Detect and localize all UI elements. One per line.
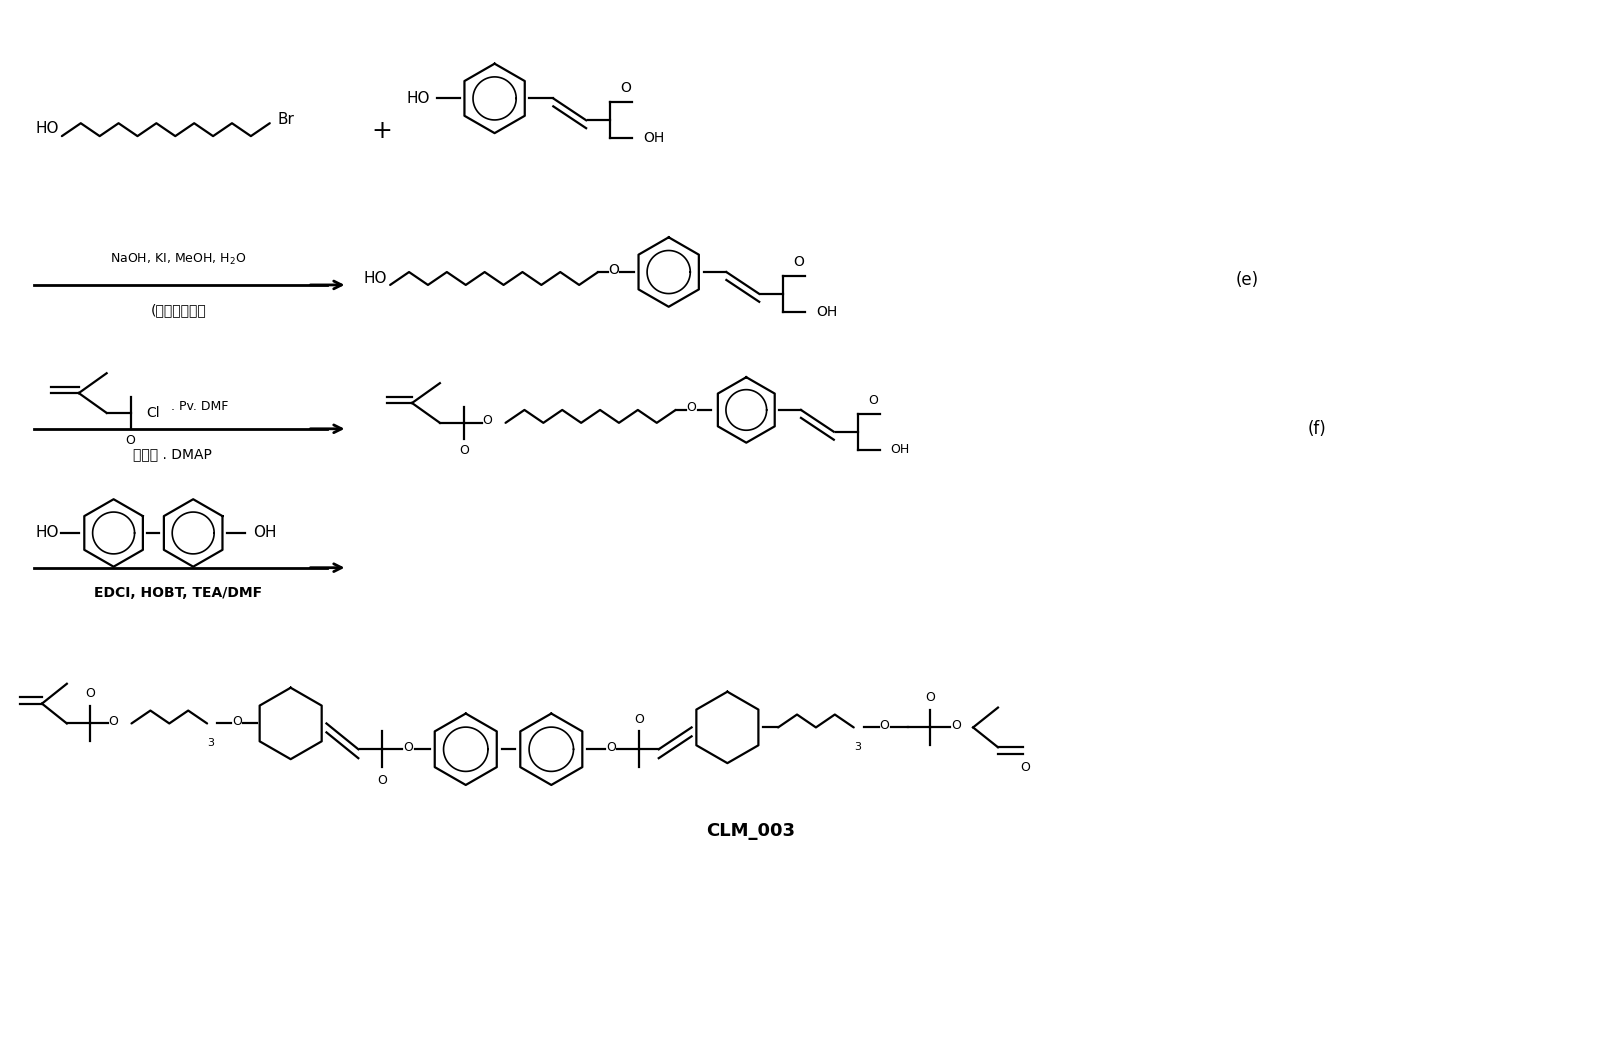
Text: O: O bbox=[686, 401, 696, 415]
Text: O: O bbox=[483, 415, 493, 427]
Text: +: + bbox=[371, 120, 392, 143]
Text: NaOH, KI, MeOH, H$_2$O: NaOH, KI, MeOH, H$_2$O bbox=[110, 252, 246, 267]
Text: O: O bbox=[403, 741, 413, 753]
Text: O: O bbox=[232, 715, 242, 728]
Text: O: O bbox=[459, 444, 469, 457]
Text: O: O bbox=[85, 688, 94, 700]
Text: O: O bbox=[880, 719, 890, 732]
Text: OH: OH bbox=[253, 526, 277, 541]
Text: O: O bbox=[634, 713, 643, 726]
Text: OH: OH bbox=[643, 131, 664, 145]
Text: HO: HO bbox=[35, 526, 59, 541]
Text: O: O bbox=[606, 741, 616, 753]
Text: (f): (f) bbox=[1307, 420, 1326, 438]
Text: O: O bbox=[621, 81, 632, 95]
Text: O: O bbox=[794, 255, 805, 269]
Text: O: O bbox=[378, 774, 387, 787]
Text: CLM_003: CLM_003 bbox=[706, 822, 795, 840]
Text: Cl: Cl bbox=[147, 406, 160, 420]
Text: O: O bbox=[109, 715, 118, 728]
Text: HO: HO bbox=[363, 272, 387, 287]
Text: HO: HO bbox=[35, 121, 59, 135]
Text: O: O bbox=[925, 691, 936, 705]
Text: 冂化剂 . DMAP: 冂化剂 . DMAP bbox=[133, 448, 213, 461]
Text: O: O bbox=[125, 434, 136, 448]
Text: (回流，过夜）: (回流，过夜） bbox=[150, 303, 206, 316]
Text: (e): (e) bbox=[1237, 271, 1259, 289]
Text: 3: 3 bbox=[854, 743, 861, 752]
Text: OH: OH bbox=[891, 443, 910, 456]
Text: Br: Br bbox=[278, 112, 294, 127]
Text: EDCI, HOBT, TEA/DMF: EDCI, HOBT, TEA/DMF bbox=[94, 586, 262, 601]
Text: O: O bbox=[952, 719, 962, 732]
Text: HO: HO bbox=[406, 91, 430, 106]
Text: . Pv. DMF: . Pv. DMF bbox=[171, 401, 229, 414]
Text: O: O bbox=[608, 263, 619, 277]
Text: O: O bbox=[869, 394, 878, 406]
Text: O: O bbox=[1019, 761, 1030, 773]
Text: OH: OH bbox=[816, 305, 837, 318]
Text: 3: 3 bbox=[208, 738, 214, 748]
